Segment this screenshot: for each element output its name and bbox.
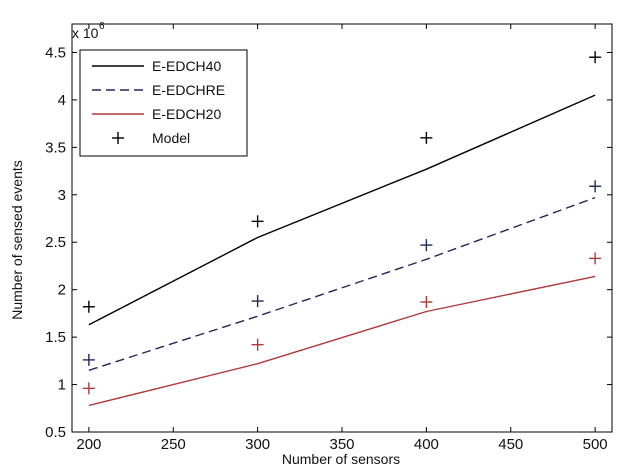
x-tick-label: 250	[161, 436, 186, 453]
y-tick-label: 3	[58, 187, 66, 204]
legend-box	[79, 49, 248, 157]
model-point	[420, 296, 433, 309]
series-line-e-edch40	[88, 94, 596, 326]
legend-item-e-edchre: E-EDCHRE	[92, 82, 225, 98]
model-point	[251, 338, 264, 351]
legend-label: Model	[152, 130, 190, 146]
x-tick-label: 400	[414, 436, 439, 453]
legend-label: E-EDCH20	[152, 106, 221, 122]
model-point	[251, 215, 264, 228]
y-multiplier-exponent: 6	[99, 21, 105, 32]
model-point	[420, 239, 433, 252]
legend-item-e-edch40: E-EDCH40	[92, 58, 221, 74]
legend-item-e-edch20: E-EDCH20	[92, 106, 221, 122]
x-tick-label: 200	[76, 436, 101, 453]
x-axis-label: Number of sensors	[282, 451, 400, 467]
model-point	[82, 300, 95, 313]
model-point	[420, 131, 433, 144]
y-tick-label: 3.5	[45, 139, 66, 156]
model-markers	[82, 51, 602, 395]
legend-item-model: Model	[112, 130, 190, 146]
y-axis-label: Number of sensed events	[9, 160, 25, 320]
model-point	[589, 180, 602, 193]
legend-label: E-EDCH40	[152, 58, 221, 74]
legend-label: E-EDCHRE	[152, 82, 225, 98]
model-point	[589, 252, 602, 265]
y-tick-label: 4.5	[45, 44, 66, 61]
model-point	[589, 51, 602, 64]
x-tick-label: 300	[245, 436, 270, 453]
model-point	[82, 382, 95, 395]
x-axis: 200 250 300 350 400 450 500	[76, 24, 608, 453]
y-multiplier: x 10	[72, 25, 99, 41]
series-line-e-edchre	[88, 196, 596, 371]
y-tick-label: 2.5	[45, 234, 66, 251]
y-tick-label: 1	[58, 377, 66, 394]
y-tick-label: 4	[58, 92, 66, 109]
legend: E-EDCH40 E-EDCHRE E-EDCH20 Model	[79, 49, 248, 157]
x-tick-label: 450	[498, 436, 523, 453]
model-point	[82, 353, 95, 366]
y-tick-label: 1.5	[45, 329, 66, 346]
x-tick-label: 500	[583, 436, 608, 453]
series-line-e-edch20	[88, 275, 596, 407]
series-lines	[88, 94, 596, 407]
y-axis: 0.5 1 1.5 2 2.5 3 3.5 4 4.5	[45, 44, 612, 441]
y-tick-label: 0.5	[45, 424, 66, 441]
model-point	[251, 295, 264, 308]
y-tick-label: 2	[58, 282, 66, 299]
x-tick-label: 350	[329, 436, 354, 453]
